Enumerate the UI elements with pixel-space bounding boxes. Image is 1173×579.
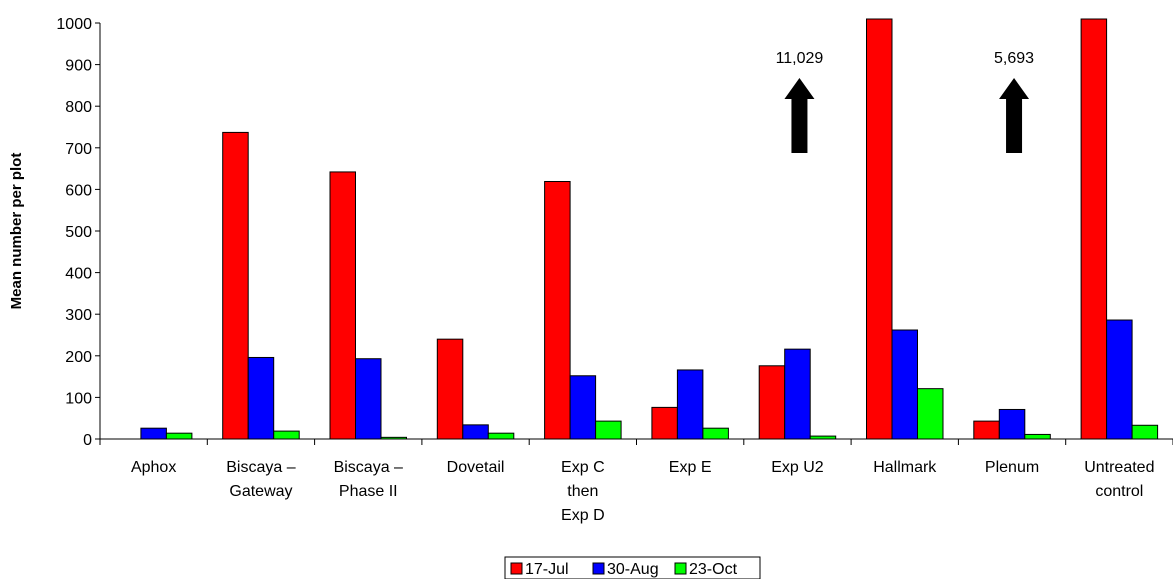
x-category-label: Untreated control	[1084, 459, 1154, 500]
arrow-up-icon	[784, 78, 815, 153]
bar-30-aug	[247, 356, 275, 440]
bar-23-oct	[702, 427, 729, 440]
x-category-label: Exp E	[669, 459, 712, 476]
legend-swatch	[510, 562, 523, 575]
bar-23-oct	[165, 432, 193, 440]
bar-30-aug	[569, 375, 597, 440]
x-category-label-line: then	[567, 483, 598, 500]
legend-label: 23-Oct	[689, 561, 738, 578]
x-category-label: Plenum	[985, 459, 1039, 476]
bar-23-oct	[1131, 424, 1159, 440]
bar-30-aug	[998, 408, 1026, 440]
x-category-label: Hallmark	[873, 459, 937, 476]
x-category-label-line: Phase II	[339, 483, 398, 500]
x-category-label-line: Exp E	[669, 459, 712, 476]
bar-30-aug	[355, 358, 382, 440]
y-tick-label: 300	[65, 307, 92, 324]
bar-23-oct	[917, 388, 944, 440]
bar-30-aug	[462, 424, 489, 440]
x-category-label: Dovetail	[447, 459, 505, 476]
y-tick-label: 100	[65, 390, 92, 407]
bar-17-jul	[758, 365, 786, 440]
bar-17-jul	[651, 406, 678, 440]
x-category-label: Biscaya – Phase II	[334, 459, 403, 500]
x-category-label-line: Biscaya –	[334, 459, 403, 476]
bar-17-jul	[973, 420, 1000, 440]
y-tick-label: 500	[65, 224, 92, 241]
x-category-label-line: control	[1095, 483, 1143, 500]
x-axis: Aphox Biscaya – Gateway Biscaya – Phase II Do…	[99, 438, 1173, 524]
x-category-label: Exp U2	[771, 459, 824, 476]
bar-30-aug	[676, 369, 704, 440]
x-category-label-line: Exp U2	[771, 459, 824, 476]
bar-23-oct	[1024, 433, 1051, 440]
legend-label: 30-Aug	[607, 561, 659, 578]
y-axis-label-group: Mean number per plot	[8, 153, 25, 310]
bar-17-jul	[1080, 18, 1108, 440]
x-category-label-line: Exp C	[561, 459, 605, 476]
bar-23-oct	[273, 430, 300, 440]
bar-30-aug	[784, 348, 811, 440]
bar-17-jul	[329, 171, 356, 440]
bar-30-aug	[891, 329, 918, 440]
y-axis-title: Mean number per plot	[8, 153, 25, 310]
y-tick-label: 700	[65, 141, 92, 158]
bar-23-oct	[595, 420, 622, 440]
y-tick-label: 0	[83, 432, 92, 449]
x-category-label-line: Dovetail	[447, 459, 505, 476]
bar-17-jul	[866, 18, 893, 440]
x-category-label: Exp C then Exp D	[561, 459, 605, 524]
x-category-label-line: Exp D	[561, 507, 605, 524]
y-tick-label: 800	[65, 99, 92, 116]
bar-30-aug	[1106, 319, 1133, 440]
legend: 17-Jul 30-Aug 23-Oct	[504, 556, 761, 579]
bar-17-jul	[544, 180, 571, 440]
x-category-label-line: Biscaya –	[226, 459, 295, 476]
y-tick-label: 900	[65, 58, 92, 75]
y-tick-label: 1000	[56, 16, 92, 33]
y-tick-label: 600	[65, 182, 92, 199]
x-category-label: Aphox	[131, 459, 176, 476]
annotations-group: 11,029 5,693	[776, 50, 1034, 153]
bar-23-oct	[487, 432, 515, 440]
bars-group	[140, 18, 1159, 440]
legend-box	[504, 556, 761, 579]
x-category-label-line: Aphox	[131, 459, 176, 476]
off-scale-value-label: 5,693	[994, 50, 1034, 67]
x-category-label-line: Untreated	[1084, 459, 1154, 476]
x-category-label-line: Hallmark	[873, 459, 937, 476]
bar-23-oct	[809, 435, 837, 440]
arrow-up-icon	[999, 78, 1030, 153]
bar-17-jul	[436, 338, 464, 440]
legend-label: 17-Jul	[525, 561, 569, 578]
bar-30-aug	[140, 427, 167, 440]
x-category-label: Biscaya – Gateway	[226, 459, 295, 500]
legend-swatch	[674, 562, 687, 575]
off-scale-value-label: 11,029	[776, 50, 824, 67]
y-tick-label: 400	[65, 266, 92, 283]
y-axis: 0 100 200 300 400 500 600 700 800 900 1000	[56, 16, 101, 449]
legend-swatch	[592, 562, 605, 575]
y-tick-label: 200	[65, 349, 92, 366]
x-category-label-line: Plenum	[985, 459, 1039, 476]
bar-17-jul	[222, 131, 249, 440]
bar-23-oct	[380, 436, 407, 440]
x-category-label-line: Gateway	[229, 483, 292, 500]
